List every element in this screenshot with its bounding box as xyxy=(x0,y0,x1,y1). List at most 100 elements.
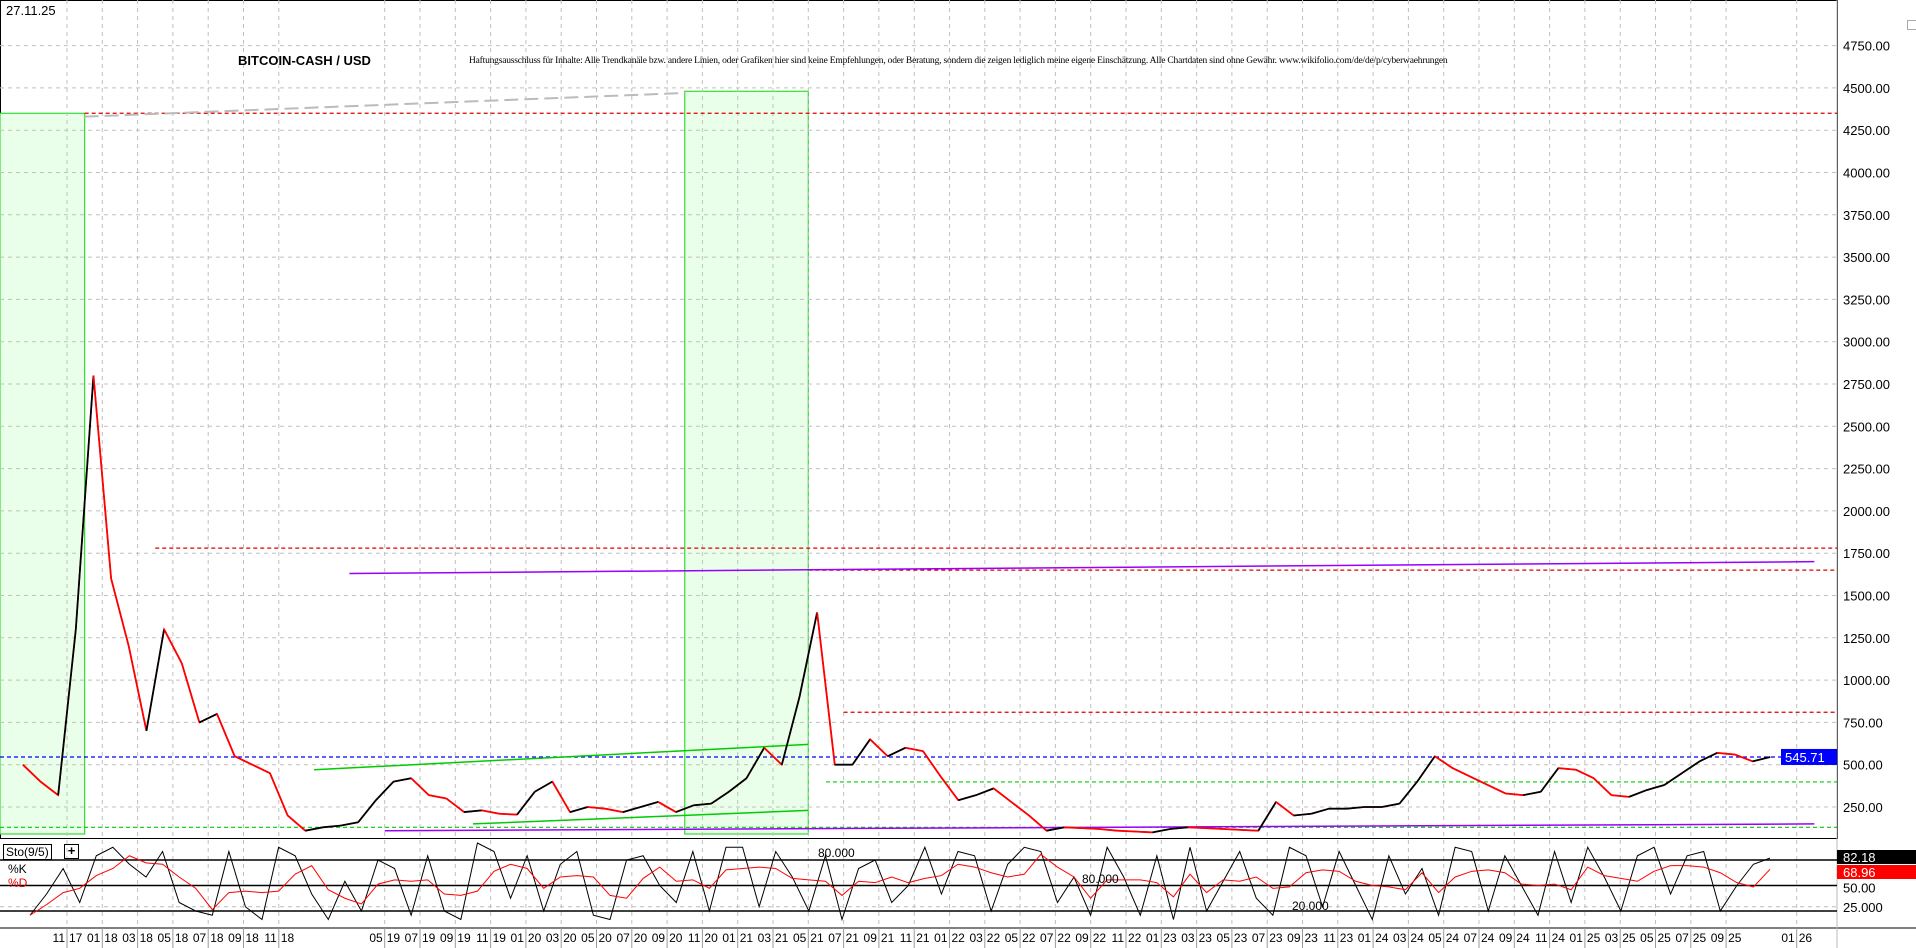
x-tick-month: 05 xyxy=(581,931,595,945)
price-segment xyxy=(958,794,977,802)
disclaimer-text: Haftungsausschluss für Inhalte: Alle Tre… xyxy=(469,56,1448,66)
y-tick-label: 1250.00 xyxy=(1843,631,1890,646)
x-tick-month: 01 xyxy=(722,931,736,945)
price-segment xyxy=(287,814,306,832)
x-tick-month: 11 xyxy=(900,931,913,945)
x-tick-year: 18 xyxy=(140,931,154,945)
price-segment xyxy=(1628,789,1647,798)
price-segment xyxy=(322,824,341,829)
price-segment xyxy=(534,780,553,793)
y-tick-label: 3000.00 xyxy=(1843,335,1890,350)
x-tick-year: 22 xyxy=(1128,931,1142,945)
x-tick-year: 22 xyxy=(1057,931,1071,945)
collapse-icon[interactable] xyxy=(1907,20,1916,30)
k-value-badge-label: 82.18 xyxy=(1843,850,1876,865)
price-segment xyxy=(1398,781,1418,805)
y-tick-label: 2250.00 xyxy=(1843,462,1890,477)
price-segment xyxy=(622,806,641,813)
x-tick-year: 23 xyxy=(1305,931,1319,945)
y-tick-label: 2000.00 xyxy=(1843,504,1890,519)
x-tick-month: 11 xyxy=(1535,931,1548,945)
x-tick-year: 19 xyxy=(422,931,436,945)
x-tick-month: 03 xyxy=(758,931,772,945)
price-segment xyxy=(110,578,130,647)
price-segment xyxy=(340,821,359,827)
x-tick-year: 25 xyxy=(1587,931,1601,945)
price-segment xyxy=(1646,784,1665,791)
highlight-zone xyxy=(0,112,86,835)
x-tick-month: 11 xyxy=(476,931,489,945)
x-tick-year: 20 xyxy=(669,931,683,945)
price-segment xyxy=(410,777,430,796)
price-segment xyxy=(675,804,694,813)
x-tick-month: 05 xyxy=(1005,931,1019,945)
x-tick-year: 22 xyxy=(952,931,966,945)
y-tick-label: 500.00 xyxy=(1843,758,1883,773)
last-price-badge xyxy=(1781,748,1837,765)
price-segment xyxy=(251,763,271,774)
indicator-label[interactable]: Sto(9/5) xyxy=(3,844,52,860)
d-value-badge xyxy=(1837,865,1916,879)
x-tick-year: 23 xyxy=(1340,931,1354,945)
x-tick-year: 20 xyxy=(704,931,718,945)
last-price-label: 545.71 xyxy=(1785,750,1825,765)
price-segment xyxy=(464,809,482,813)
price-segment xyxy=(180,662,201,723)
x-tick-year: 21 xyxy=(810,931,824,945)
price-segment xyxy=(375,781,395,801)
x-tick-year: 24 xyxy=(1410,931,1424,945)
x-tick-year: 21 xyxy=(775,931,789,945)
x-tick-year: 21 xyxy=(846,931,860,945)
d-value-badge-label: 68.96 xyxy=(1843,865,1876,880)
x-tick-month: 03 xyxy=(1393,931,1407,945)
price-segment xyxy=(745,747,765,779)
price-segment xyxy=(22,764,42,783)
add-indicator-icon[interactable]: + xyxy=(64,844,79,859)
x-tick-year: 22 xyxy=(987,931,1001,945)
price-segment xyxy=(993,787,1012,803)
x-tick-month: 01 xyxy=(1358,931,1372,945)
y-tick-label: 3750.00 xyxy=(1843,208,1890,223)
price-segment xyxy=(1046,826,1065,832)
price-segment xyxy=(1663,772,1683,786)
y-tick-label: 3500.00 xyxy=(1843,250,1890,265)
price-segment xyxy=(640,801,659,808)
price-segment xyxy=(499,812,518,816)
k-value-badge xyxy=(1837,850,1916,864)
x-tick-year: 18 xyxy=(281,931,295,945)
price-segment xyxy=(305,826,324,832)
x-tick-month: 07 xyxy=(616,931,630,945)
price-segment xyxy=(905,746,924,753)
chart-title: BITCOIN-CASH / USD xyxy=(238,53,371,68)
x-tick-year: 19 xyxy=(387,931,401,945)
x-tick-month: 05 xyxy=(369,931,383,945)
price-segment xyxy=(1487,784,1506,795)
price-segment xyxy=(92,375,113,579)
price-segment xyxy=(851,738,871,766)
y-tick-label: 1000.00 xyxy=(1843,673,1890,688)
price-segment xyxy=(357,799,377,823)
price-segment xyxy=(57,629,77,796)
x-tick-year: 20 xyxy=(634,931,648,945)
x-tick-month: 01 xyxy=(1146,931,1160,945)
price-segment xyxy=(728,777,748,793)
price-segment xyxy=(605,807,624,813)
y-tick-label: 3250.00 xyxy=(1843,292,1890,307)
x-tick-year: 20 xyxy=(599,931,613,945)
x-tick-year: 23 xyxy=(1269,931,1283,945)
stoch-level-label: 20.000 xyxy=(1292,899,1329,913)
price-segment xyxy=(975,787,994,796)
x-tick-year: 21 xyxy=(881,931,895,945)
x-tick-month: 01 xyxy=(511,931,525,945)
x-tick-year: 24 xyxy=(1552,931,1566,945)
price-segment xyxy=(587,806,606,810)
x-tick-year: 24 xyxy=(1516,931,1530,945)
x-tick-year: 22 xyxy=(1022,931,1036,945)
price-line-red xyxy=(22,375,1771,834)
x-tick-year: 24 xyxy=(1446,931,1460,945)
price-segment xyxy=(1010,801,1030,817)
price-segment xyxy=(816,612,836,765)
stoch-level-label: 80.000 xyxy=(1082,872,1119,886)
x-tick-month: 09 xyxy=(440,931,454,945)
price-segment xyxy=(163,628,183,664)
